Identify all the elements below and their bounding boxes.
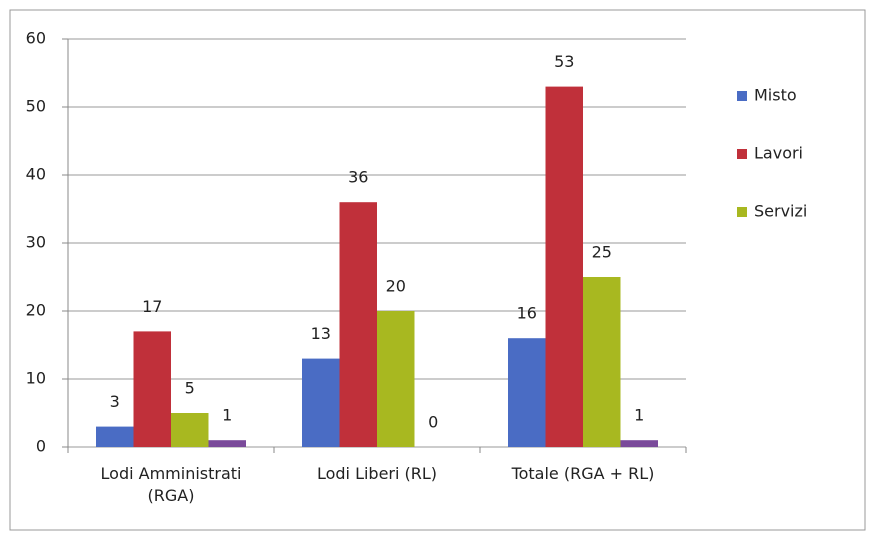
data-label: 53 [554, 52, 574, 71]
legend-swatch [737, 207, 747, 217]
legend-swatch [737, 149, 747, 159]
data-label: 1 [634, 406, 644, 425]
bar [339, 202, 377, 447]
legend-swatch [737, 91, 747, 101]
bar [208, 440, 246, 447]
bar [171, 413, 209, 447]
bar [302, 358, 340, 447]
data-label: 17 [142, 297, 162, 316]
bar [583, 277, 621, 447]
y-tick-label: 10 [26, 369, 46, 388]
y-tick-label: 60 [26, 29, 46, 48]
bar [133, 331, 171, 447]
bar [96, 426, 134, 447]
data-label: 16 [517, 304, 537, 323]
legend-label: Lavori [754, 144, 803, 163]
x-tick-label: Totale (RGA + RL) [511, 464, 655, 483]
data-label: 5 [185, 379, 195, 398]
chart-frame [9, 9, 866, 531]
bar [620, 440, 658, 447]
bar [377, 311, 415, 447]
data-label: 25 [592, 243, 612, 262]
data-label: 0 [428, 413, 438, 432]
bar [508, 338, 546, 447]
data-label: 13 [311, 324, 331, 343]
data-label: 36 [348, 168, 368, 187]
bar [545, 86, 583, 447]
legend-label: Servizi [754, 202, 807, 221]
data-label: 1 [222, 406, 232, 425]
y-tick-label: 50 [26, 97, 46, 116]
x-tick-label: Lodi Amministrati (RGA) [100, 464, 242, 505]
data-label: 3 [110, 392, 120, 411]
y-tick-label: 20 [26, 301, 46, 320]
y-tick-label: 40 [26, 165, 46, 184]
y-tick-label: 30 [26, 233, 46, 252]
data-label: 20 [386, 277, 406, 296]
x-tick-label: Lodi Liberi (RL) [316, 464, 438, 483]
legend-label: Misto [754, 86, 797, 105]
y-tick-label: 0 [36, 437, 46, 456]
